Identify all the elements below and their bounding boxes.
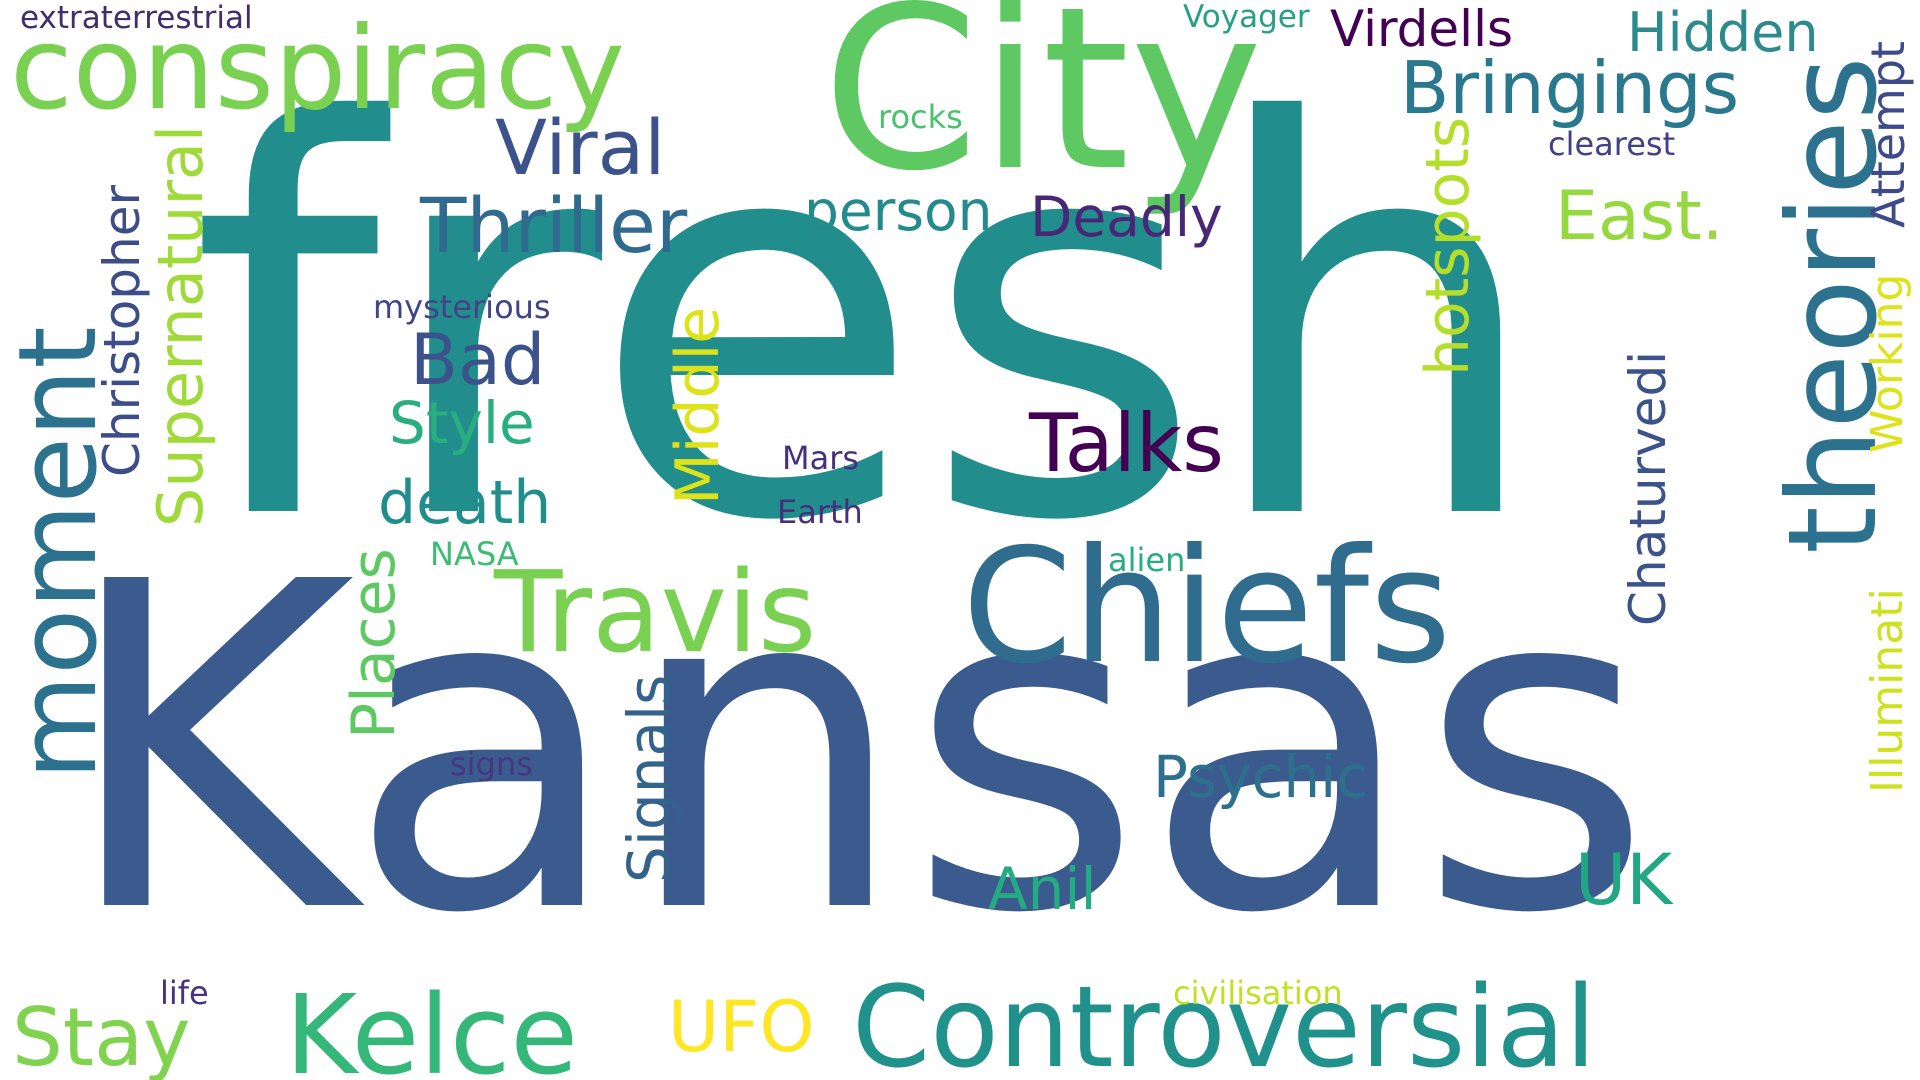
word-viral: Viral	[495, 103, 666, 192]
word-illuminati: Illuminati	[1862, 588, 1913, 793]
word-east: East.	[1555, 177, 1724, 256]
word-chiefs: Chiefs	[962, 515, 1452, 699]
word-thriller: Thriller	[420, 181, 688, 270]
word-signs: signs	[450, 745, 533, 783]
word-rocks: rocks	[878, 98, 963, 136]
word-middle: Middle	[663, 306, 733, 505]
word-psychic: Psychic	[1153, 743, 1369, 811]
word-earth: Earth	[777, 493, 863, 531]
word-kansas: Kansas	[60, 488, 1653, 1012]
word-attempt: Attempt	[1861, 40, 1915, 228]
word-hidden: Hidden	[1627, 1, 1819, 64]
word-kelce: Kelce	[285, 971, 579, 1080]
word-conspiracy: conspiracy	[10, 2, 625, 135]
word-controversial: Controversial	[852, 963, 1597, 1080]
word-travis: Travis	[494, 548, 817, 678]
word-uk: UK	[1575, 839, 1673, 921]
word-life: life	[160, 974, 209, 1012]
word-ufo: UFO	[668, 986, 815, 1068]
word-clearest: clearest	[1548, 125, 1676, 163]
word-voyager: Voyager	[1183, 0, 1310, 35]
word-hotspots: hotspots	[1413, 116, 1483, 376]
word-deadly: Deadly	[1030, 185, 1223, 249]
word-stay: Stay	[12, 991, 191, 1080]
word-city: City	[822, 0, 1263, 221]
word-working: Working	[1862, 273, 1913, 453]
word-mysterious: mysterious	[373, 288, 551, 326]
word-bad: Bad	[410, 319, 546, 401]
word-signals: Signals	[615, 674, 683, 883]
word-anil: Anil	[988, 855, 1097, 923]
word-civilisation: civilisation	[1173, 974, 1343, 1012]
word-extraterrestrial: extraterrestrial	[20, 0, 253, 36]
word-nasa: NASA	[430, 535, 519, 573]
word-virdells: Virdells	[1330, 0, 1514, 58]
word-bringings: Bringings	[1400, 46, 1740, 130]
word-places: Places	[339, 548, 409, 739]
word-christopher: Christopher	[93, 184, 151, 477]
word-alien: alien	[1108, 541, 1186, 579]
word-fresh: fresh	[190, 11, 1547, 639]
word-supernatural: Supernatural	[144, 124, 217, 527]
word-person: person	[804, 179, 993, 243]
word-talks: Talks	[1029, 397, 1224, 490]
word-death: death	[378, 468, 552, 538]
word-mars: Mars	[782, 439, 860, 477]
word-style: Style	[389, 389, 535, 457]
word-chaturvedi: Chaturvedi	[1619, 350, 1677, 626]
